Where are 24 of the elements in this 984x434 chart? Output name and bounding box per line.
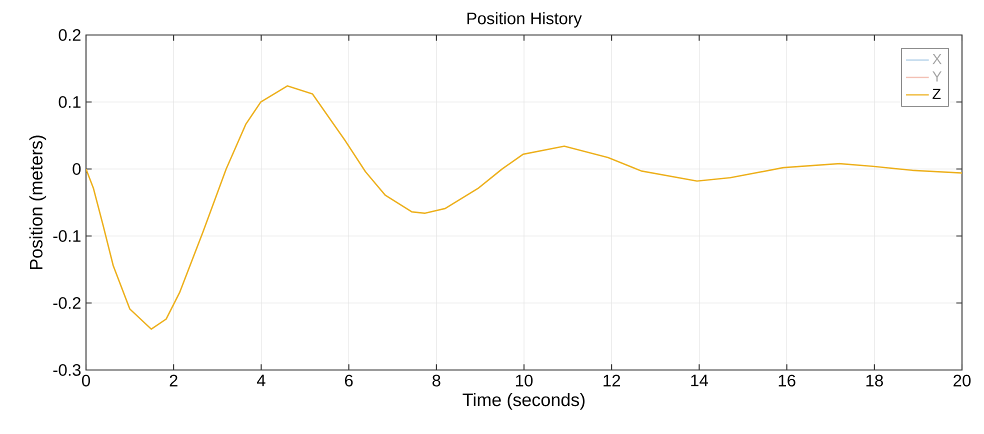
y-axis-title: Position (meters): [29, 136, 46, 270]
legend-label: Z: [932, 88, 941, 99]
y-tick-label: -0.2: [53, 297, 80, 309]
x-tick-label: 8: [432, 374, 440, 386]
y-tick-label: 0.1: [58, 96, 80, 108]
x-tick-label: 10: [516, 374, 533, 386]
line-series: [86, 85, 962, 330]
x-tick-label: 20: [954, 374, 971, 386]
legend-label: X: [932, 54, 942, 64]
legend-label: Y: [932, 71, 942, 82]
x-tick-label: 14: [691, 374, 708, 386]
y-tick-label: -0.1: [53, 230, 80, 242]
y-tick-label: -0.3: [53, 364, 81, 376]
x-tick-label: 16: [778, 374, 796, 386]
x-tick-label: 2: [170, 374, 178, 386]
x-axis-title: Time (seconds): [462, 392, 585, 410]
x-tick-label: 6: [345, 374, 353, 386]
chart-title: Position History: [467, 12, 582, 28]
x-tick-label: 4: [256, 374, 266, 386]
y-tick-label: 0: [72, 163, 81, 175]
x-tick-label: 18: [866, 374, 883, 386]
x-tick-label: 0: [82, 374, 90, 386]
x-tick-label: 12: [604, 374, 620, 386]
y-tick-label: 0.2: [58, 29, 80, 41]
